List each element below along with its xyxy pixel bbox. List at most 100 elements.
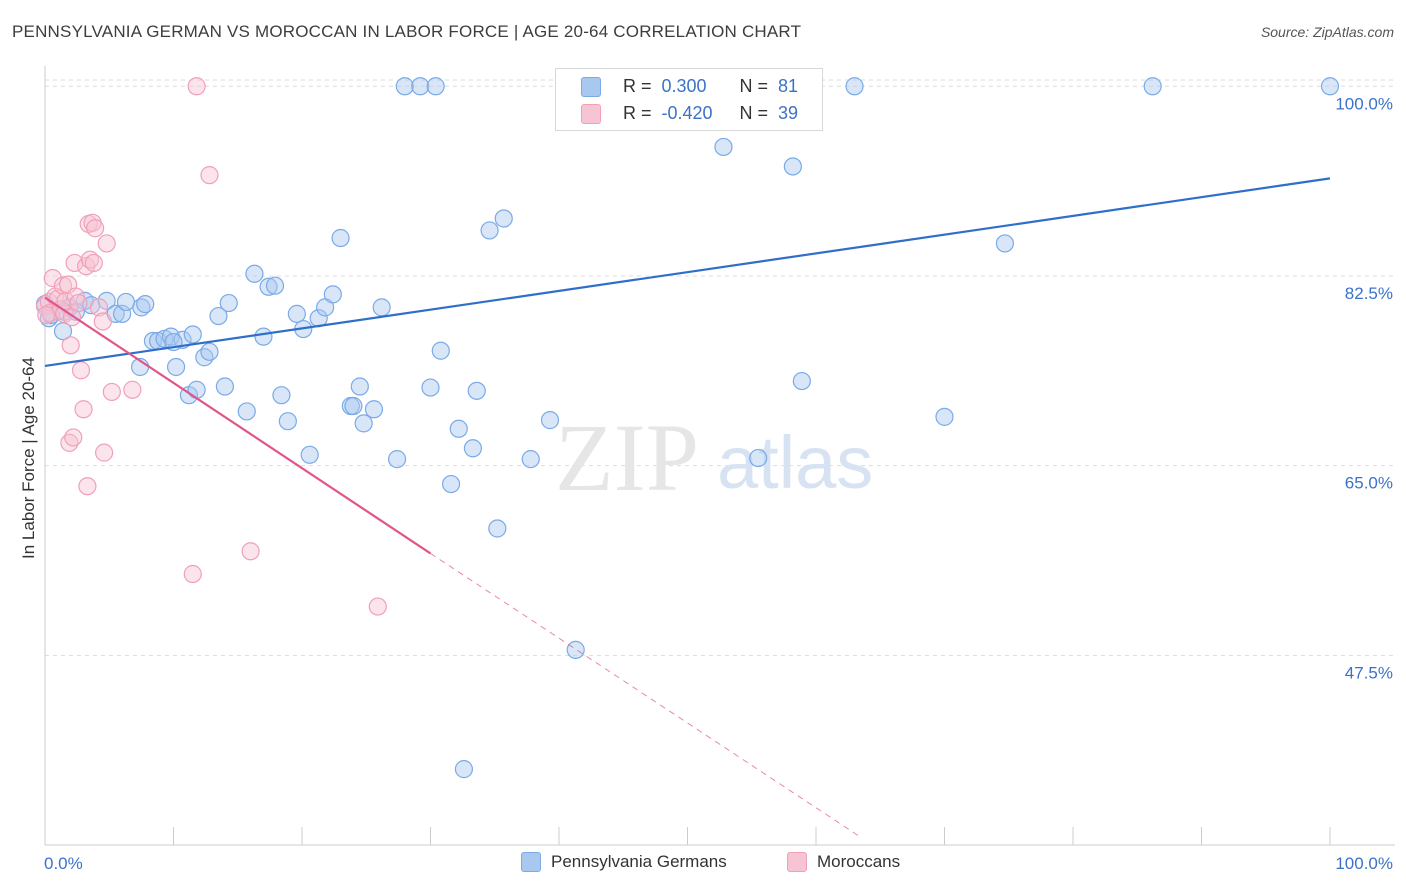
y-tick-label: 47.5% [1345, 663, 1393, 682]
moroccan-point [368, 597, 387, 616]
legend-r-value: -0.420 [661, 103, 713, 123]
pennsylvania-point [209, 306, 228, 326]
pennsylvania-point [494, 209, 513, 228]
pennsylvania-point [441, 474, 461, 494]
pennsylvania-point [272, 386, 291, 405]
pennsylvania-point [449, 419, 468, 438]
moroccan-trend-extension [430, 553, 862, 838]
series-swatch-pink [787, 852, 807, 872]
watermark-zip: ZIP [555, 404, 699, 511]
stats-legend: R = 0.300 N = 81 R = -0.420 N = 39 [555, 68, 823, 131]
pennsylvania-point [995, 234, 1014, 253]
pennsylvania-point [237, 402, 256, 421]
pennsylvania-point [323, 285, 342, 304]
y-tick-label: 65.0% [1345, 474, 1393, 493]
pennsylvania-point [350, 377, 369, 396]
legend-n-value: 39 [778, 103, 799, 123]
pennsylvania-point [331, 228, 350, 248]
series-legend-pennsylvania: Pennsylvania Germans [521, 852, 727, 872]
moroccan-point [241, 542, 260, 561]
points-layer [35, 77, 1340, 779]
pennsylvania-point [215, 377, 234, 396]
pennsylvania-point [344, 396, 363, 416]
pennsylvania-point [480, 221, 499, 240]
series-name-moroccans: Moroccans [817, 852, 901, 871]
series-name-pennsylvania: Pennsylvania Germans [551, 852, 727, 871]
pennsylvania-point [792, 371, 811, 391]
watermark: ZIP atlas [555, 404, 873, 511]
pennsylvania-point [387, 450, 407, 469]
chart-title: PENNSYLVANIA GERMAN VS MOROCCAN IN LABOR… [12, 22, 802, 41]
y-axis-label: In Labor Force | Age 20-64 [19, 357, 38, 559]
series-swatch-blue [521, 852, 541, 872]
legend-n-value: 81 [778, 76, 799, 96]
pennsylvania-point [219, 293, 238, 313]
moroccan-point [65, 253, 84, 273]
pennsylvania-point [431, 341, 450, 360]
pennsylvania-point [116, 292, 136, 312]
pennsylvania-point [183, 325, 202, 344]
pennsylvania-point [749, 448, 768, 468]
moroccan-point [187, 77, 206, 96]
pennsylvania-point [364, 400, 384, 419]
pennsylvania-point [540, 411, 560, 430]
moroccan-point [78, 477, 97, 496]
y-tick-label: 82.5% [1345, 284, 1393, 303]
trend-layer [44, 177, 1331, 838]
pennsylvania-point [783, 157, 802, 176]
legend-row-pennsylvania: R = 0.300 N = 81 [581, 76, 798, 97]
series-legend: Pennsylvania Germans Moroccans [0, 852, 1406, 878]
y-tick-label: 100.0% [1335, 94, 1393, 113]
legend-n-label: N = [739, 103, 769, 123]
pennsylvania-point [426, 77, 445, 96]
moroccan-point [183, 564, 202, 584]
pennsylvania-point [259, 277, 278, 296]
series-legend-moroccans: Moroccans [787, 852, 900, 872]
pennsylvania-point [136, 295, 155, 314]
legend-swatch-blue [581, 76, 601, 97]
moroccan-point [200, 166, 219, 185]
legend-r-label: R = [623, 103, 652, 123]
moroccan-point [89, 298, 109, 317]
pennsylvania-point [254, 327, 273, 346]
moroccan-point [86, 219, 105, 238]
pennsylvania-point [521, 450, 540, 469]
pennsylvania-point [488, 519, 507, 538]
pennsylvania-point [300, 445, 319, 464]
moroccan-point [69, 293, 88, 313]
pennsylvania-trend-line [44, 177, 1331, 367]
pennsylvania-point [454, 760, 474, 779]
moroccan-point [95, 443, 114, 462]
pennsylvania-point [372, 298, 391, 317]
legend-swatch-pink [581, 103, 601, 124]
pennsylvania-point [1143, 77, 1162, 96]
legend-row-moroccans: R = -0.420 N = 39 [581, 103, 798, 124]
moroccan-point [37, 305, 56, 325]
legend-r-label: R = [623, 76, 652, 96]
moroccan-point [97, 234, 116, 253]
pennsylvania-point [287, 304, 306, 323]
pennsylvania-point [200, 342, 219, 361]
grid-layer [45, 79, 1395, 656]
pennsylvania-point [166, 357, 186, 377]
moroccan-point [93, 312, 112, 331]
source-credit: Source: ZipAtlas.com [1260, 24, 1394, 40]
moroccan-point [123, 380, 142, 399]
moroccan-trend-line [44, 296, 432, 555]
tick-label-layer: 47.5% 65.0% 82.5% 100.0% 0.0% 100.0% In Labor … [19, 94, 1393, 873]
x-tick-label-start: 0.0% [44, 854, 83, 873]
pennsylvania-point [245, 264, 264, 283]
moroccan-point [74, 400, 93, 419]
moroccan-point [71, 361, 91, 380]
pennsylvania-point [566, 640, 585, 659]
moroccan-point [61, 336, 80, 355]
legend-r-value: 0.300 [661, 76, 707, 96]
pennsylvania-point [112, 304, 132, 323]
pennsylvania-point [1320, 77, 1340, 96]
pennsylvania-point [278, 412, 297, 431]
pennsylvania-point [845, 77, 864, 96]
moroccan-point [64, 428, 83, 447]
moroccan-point [84, 253, 103, 273]
pennsylvania-point [187, 380, 206, 399]
pennsylvania-point [265, 276, 285, 295]
